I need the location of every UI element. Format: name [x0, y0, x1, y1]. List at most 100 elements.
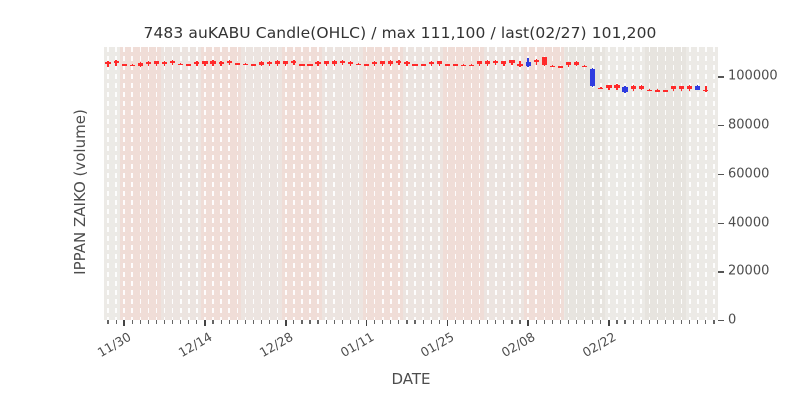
- y-tick-label: 60000: [728, 166, 770, 182]
- y-tick-mark: [718, 76, 724, 78]
- x-tick-mark: [277, 320, 279, 324]
- gridline-vertical: [317, 47, 319, 320]
- candle-body: [388, 61, 394, 64]
- x-tick-mark: [559, 320, 562, 324]
- gridline-vertical: [543, 47, 546, 320]
- candle-body: [541, 56, 547, 66]
- y-tick-mark: [718, 125, 724, 127]
- x-tick-mark: [414, 320, 416, 324]
- x-tick-mark: [422, 320, 424, 324]
- gridline-vertical: [236, 47, 239, 320]
- x-tick-mark: [495, 320, 497, 324]
- x-tick-mark: [398, 320, 400, 324]
- candle-body: [460, 64, 467, 67]
- candle-body: [194, 61, 200, 65]
- x-tick-label: 12/14: [175, 329, 215, 361]
- candle-body: [501, 61, 507, 64]
- gridline-vertical: [220, 47, 222, 320]
- candle-body: [654, 90, 660, 92]
- gridline-vertical: [212, 47, 214, 320]
- gridline-vertical: [640, 47, 643, 320]
- x-tick-mark-major: [123, 320, 125, 326]
- candle-body: [323, 61, 329, 64]
- x-tick-mark: [357, 320, 360, 324]
- candle-body: [420, 64, 426, 66]
- candle-body: [444, 64, 450, 66]
- gridline-vertical: [357, 47, 360, 320]
- gridline-vertical: [276, 47, 279, 320]
- gridline-vertical: [131, 47, 134, 320]
- x-tick-mark: [244, 320, 246, 324]
- candle-body: [509, 60, 515, 64]
- gridline-vertical: [600, 47, 602, 320]
- gridline-vertical: [519, 47, 521, 320]
- x-tick-mark: [180, 320, 182, 324]
- x-tick-mark-major: [608, 320, 610, 326]
- gridline-vertical: [390, 47, 392, 320]
- candle-body: [452, 64, 459, 66]
- candle-body: [291, 60, 297, 64]
- candle-body: [598, 87, 604, 90]
- gridline-vertical: [559, 47, 562, 320]
- gridline-vertical: [244, 47, 247, 320]
- gridline-vertical: [567, 47, 570, 320]
- gridline-vertical: [252, 47, 255, 320]
- gridline-vertical: [430, 47, 432, 320]
- candle-body: [638, 85, 644, 89]
- x-tick-label: 12/28: [256, 329, 296, 361]
- gridline-vertical: [648, 47, 651, 320]
- candle-body: [517, 64, 523, 66]
- candle-body: [695, 86, 701, 90]
- gridline-vertical: [293, 47, 295, 320]
- candle-body: [242, 63, 248, 66]
- candle-body: [703, 89, 709, 92]
- gridline-vertical: [624, 47, 626, 320]
- candle-body: [646, 89, 652, 92]
- candle-wick: [115, 60, 117, 67]
- gridline-vertical: [551, 47, 554, 320]
- gridline-vertical: [575, 47, 578, 320]
- gridline-vertical: [535, 47, 538, 320]
- gridline-vertical: [511, 47, 513, 320]
- y-tick-label: 0: [728, 312, 737, 328]
- candle-body: [485, 60, 491, 64]
- x-tick-mark: [374, 320, 376, 324]
- gridline-vertical: [349, 47, 352, 320]
- candle-body: [565, 62, 572, 66]
- x-tick-mark: [470, 320, 473, 324]
- x-tick-mark: [551, 320, 553, 324]
- candle-body: [574, 61, 580, 65]
- x-tick-mark: [115, 320, 117, 324]
- y-axis: 0 20000 40000 60000 80000 100000: [718, 47, 800, 328]
- candle-body: [428, 61, 434, 65]
- x-tick-mark-major: [527, 320, 529, 326]
- gridline-vertical: [139, 47, 142, 320]
- x-tick-mark: [382, 320, 384, 324]
- gridline-vertical: [301, 47, 303, 320]
- x-axis: 11/30 12/14 12/28 01/11 01/25 02/08 02/22: [95, 320, 718, 400]
- gridline-vertical: [107, 47, 109, 320]
- x-tick-mark-major: [446, 320, 449, 326]
- gridline-vertical: [495, 47, 497, 320]
- x-tick-mark: [107, 320, 109, 324]
- gridline-vertical: [228, 47, 231, 320]
- gridline-vertical: [204, 47, 206, 320]
- x-axis-title: DATE: [391, 370, 431, 388]
- x-tick-label: 01/25: [418, 329, 457, 361]
- gridline-vertical: [672, 47, 675, 320]
- x-tick-mark: [301, 320, 303, 324]
- x-tick-mark: [220, 320, 222, 324]
- gridline-vertical: [365, 47, 368, 320]
- gridline-vertical: [309, 47, 311, 320]
- background-band: [685, 47, 718, 320]
- candle-body: [687, 86, 693, 89]
- x-tick-mark: [196, 320, 198, 324]
- y-axis-title: IPPAN ZAIKO (volume): [71, 109, 89, 275]
- x-tick-mark: [454, 320, 457, 324]
- gridline-vertical: [115, 47, 117, 320]
- x-tick-mark: [519, 320, 521, 324]
- y-tick-label: 40000: [728, 215, 770, 230]
- gridline-vertical: [664, 47, 667, 320]
- gridline-vertical: [688, 47, 691, 320]
